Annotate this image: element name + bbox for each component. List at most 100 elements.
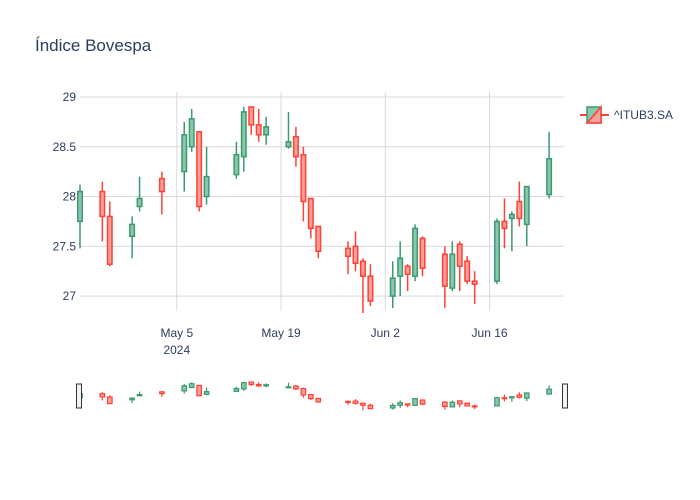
candle[interactable] [240,106,247,172]
candle-body [315,225,322,253]
slider-candle-body [404,403,411,406]
candle[interactable] [397,241,404,297]
candle-body [307,197,314,230]
slider-right-handle[interactable] [562,383,568,409]
candle-body [516,200,523,220]
slider-candle [546,385,552,395]
candle[interactable] [352,231,359,272]
candle[interactable] [158,171,165,215]
candle[interactable] [285,111,292,149]
candle[interactable] [248,106,255,135]
slider-candle [293,384,299,391]
slider-candle-body [367,404,374,410]
candle[interactable] [546,131,553,199]
candle[interactable] [389,261,396,309]
candle[interactable] [404,264,411,292]
slider-candle-body [352,400,359,405]
slider-candle [300,387,307,398]
candle[interactable] [493,218,500,285]
slider-candle [501,394,508,402]
slider-candle [352,399,359,405]
candle[interactable] [307,197,314,239]
candle[interactable] [456,241,463,292]
slider-candle-body [233,387,240,392]
slider-candle-body [285,386,292,389]
candle[interactable] [255,108,262,142]
candles[interactable] [77,106,553,313]
slider-candle-body [523,392,530,399]
candle-body [158,177,165,193]
candle-body [471,280,478,285]
candle-body [501,220,508,230]
candle[interactable] [99,181,106,242]
slider-candle-body [159,391,165,395]
candle[interactable] [345,241,352,275]
legend-item-itub3[interactable]: ^ITUB3.SA [580,105,673,124]
x-tick-label: May 19 [261,326,301,340]
y-tick-label: 28.5 [53,140,77,154]
candle[interactable] [359,258,366,313]
slider-candle [233,386,240,392]
candle[interactable] [367,264,374,307]
slider-candle [367,403,374,410]
candle[interactable] [441,246,448,309]
slider-candle-body [464,402,471,407]
candle[interactable] [412,224,419,282]
slider-candle [181,384,188,394]
candle[interactable] [292,126,299,167]
legend[interactable]: ^ITUB3.SA [580,105,673,124]
candle[interactable] [315,225,322,259]
candle-body [397,257,404,277]
candle[interactable] [508,211,515,252]
candle[interactable] [300,146,307,222]
slider-left-handle[interactable] [76,383,82,409]
slider-candle-body [456,400,463,405]
candle-body [441,253,448,287]
slider-candle [516,392,523,399]
candle[interactable] [263,116,270,145]
slider-candle [106,395,113,405]
candle[interactable] [181,121,188,192]
y-tick-label: 27 [63,289,77,303]
slider-candle-body [516,394,523,398]
slider-candle [464,402,471,407]
candle-body [203,175,210,198]
slider-candle-body [509,396,515,399]
candle[interactable] [188,108,195,152]
slider-candle-body [442,401,448,408]
candle[interactable] [129,216,136,259]
slider-candle [307,393,314,401]
slider-candle [456,400,463,408]
x-tick-label: Jun 2 [371,326,401,340]
candle[interactable] [471,271,478,305]
candle-body [248,106,255,126]
slider-candle [315,397,322,403]
candle-body [99,190,106,218]
candle-body [77,190,83,223]
chart-title: Índice Bovespa [35,36,152,55]
slider-candle-body [345,400,351,404]
legend-label: ^ITUB3.SA [614,108,673,122]
candle[interactable] [196,131,203,212]
candle-body [523,185,530,226]
range-slider[interactable] [76,381,568,411]
slider-candle-body [106,396,113,405]
y-tick-label: 29 [63,90,77,104]
slider-candle [471,404,478,410]
candle[interactable] [77,184,83,249]
slider-candle [449,400,456,408]
slider-candle-body [188,383,195,389]
candle[interactable] [501,198,508,249]
candle[interactable] [464,256,471,285]
candle[interactable] [449,241,456,292]
candle[interactable] [106,201,113,267]
slider-candle-body [129,397,135,401]
candle[interactable] [233,141,240,179]
candle[interactable] [516,181,523,227]
candle[interactable] [203,146,210,205]
candle[interactable] [136,176,143,212]
slider-candle-body [449,401,456,408]
candle-body [546,157,553,196]
candle[interactable] [419,236,426,277]
candle[interactable] [523,185,530,247]
